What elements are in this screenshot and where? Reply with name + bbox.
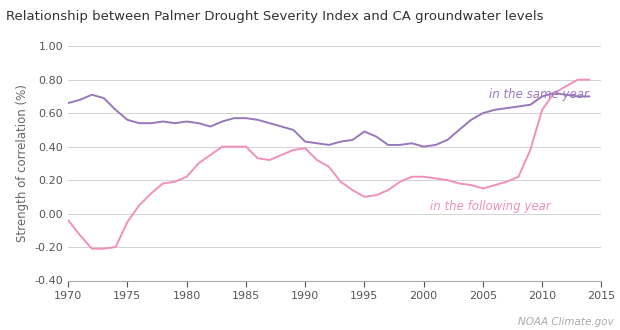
Text: Relationship between Palmer Drought Severity Index and CA groundwater levels: Relationship between Palmer Drought Seve… — [6, 10, 544, 23]
Text: in the following year: in the following year — [430, 200, 551, 213]
Text: NOAA Climate.gov: NOAA Climate.gov — [518, 317, 614, 327]
Text: in the same year: in the same year — [489, 88, 589, 101]
Y-axis label: Strength of correlation (%): Strength of correlation (%) — [16, 84, 29, 242]
